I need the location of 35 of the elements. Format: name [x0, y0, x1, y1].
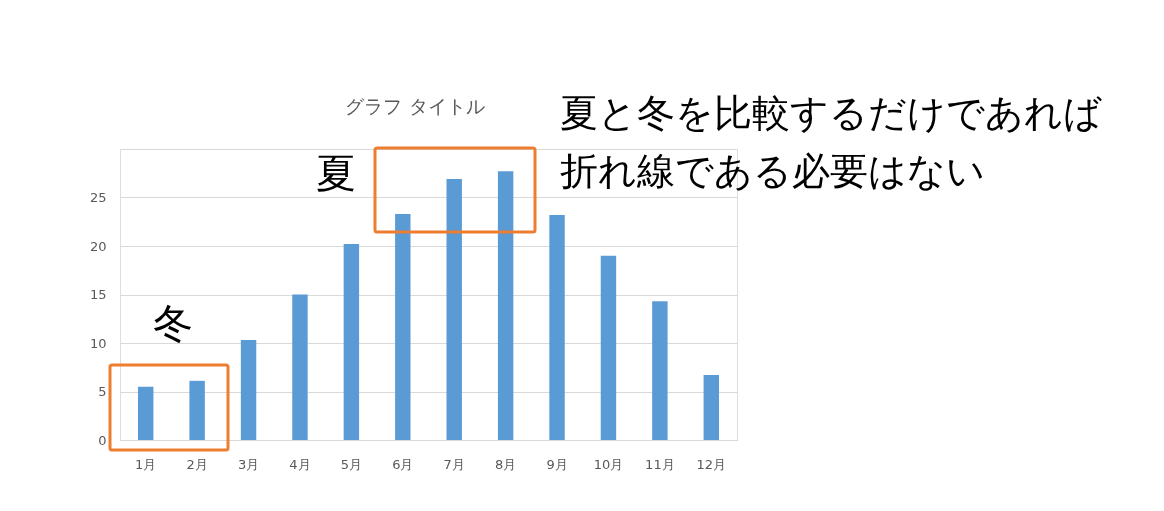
y-tick-label: 10: [89, 335, 107, 351]
x-tick-label: 11月: [645, 456, 675, 472]
bar: [652, 301, 668, 440]
annotation: 冬: [153, 300, 193, 346]
y-tick-label: 0: [98, 432, 107, 448]
x-tick-label: 2月: [186, 456, 208, 472]
x-tick-label: 9月: [546, 456, 568, 472]
x-tick-label: 10月: [593, 456, 624, 472]
bar: [497, 171, 514, 440]
annotation: 夏: [316, 150, 356, 196]
x-tick-label: 8月: [494, 456, 517, 472]
bar: [240, 340, 257, 440]
bar: [446, 179, 462, 440]
y-tick-label: 25: [89, 190, 107, 205]
x-tick-label: 12月: [696, 456, 727, 472]
bar: [138, 386, 154, 440]
bar: [292, 294, 308, 440]
x-tick-label: 6月: [392, 456, 414, 472]
bar: [189, 380, 205, 440]
x-tick-label: 5月: [340, 456, 363, 472]
x-tick-label: 7月: [443, 456, 465, 472]
y-tick-label: 20: [89, 238, 107, 254]
bar: [395, 213, 411, 440]
y-tick-label: 5: [98, 384, 107, 399]
bar: [549, 214, 565, 440]
bar: [703, 375, 719, 440]
annotation: 折れ線である必要はない: [560, 149, 985, 193]
bar: [343, 244, 360, 440]
x-tick-label: 1月: [135, 456, 157, 472]
x-tick-label: 3月: [237, 456, 260, 472]
bar: [600, 255, 617, 440]
text: 夏と冬を比較するだけであれば: [560, 91, 1102, 135]
chart-title: グラフ タイトル: [345, 95, 485, 117]
x-tick-label: 4月: [289, 456, 311, 472]
y-tick-label: 15: [89, 287, 107, 302]
